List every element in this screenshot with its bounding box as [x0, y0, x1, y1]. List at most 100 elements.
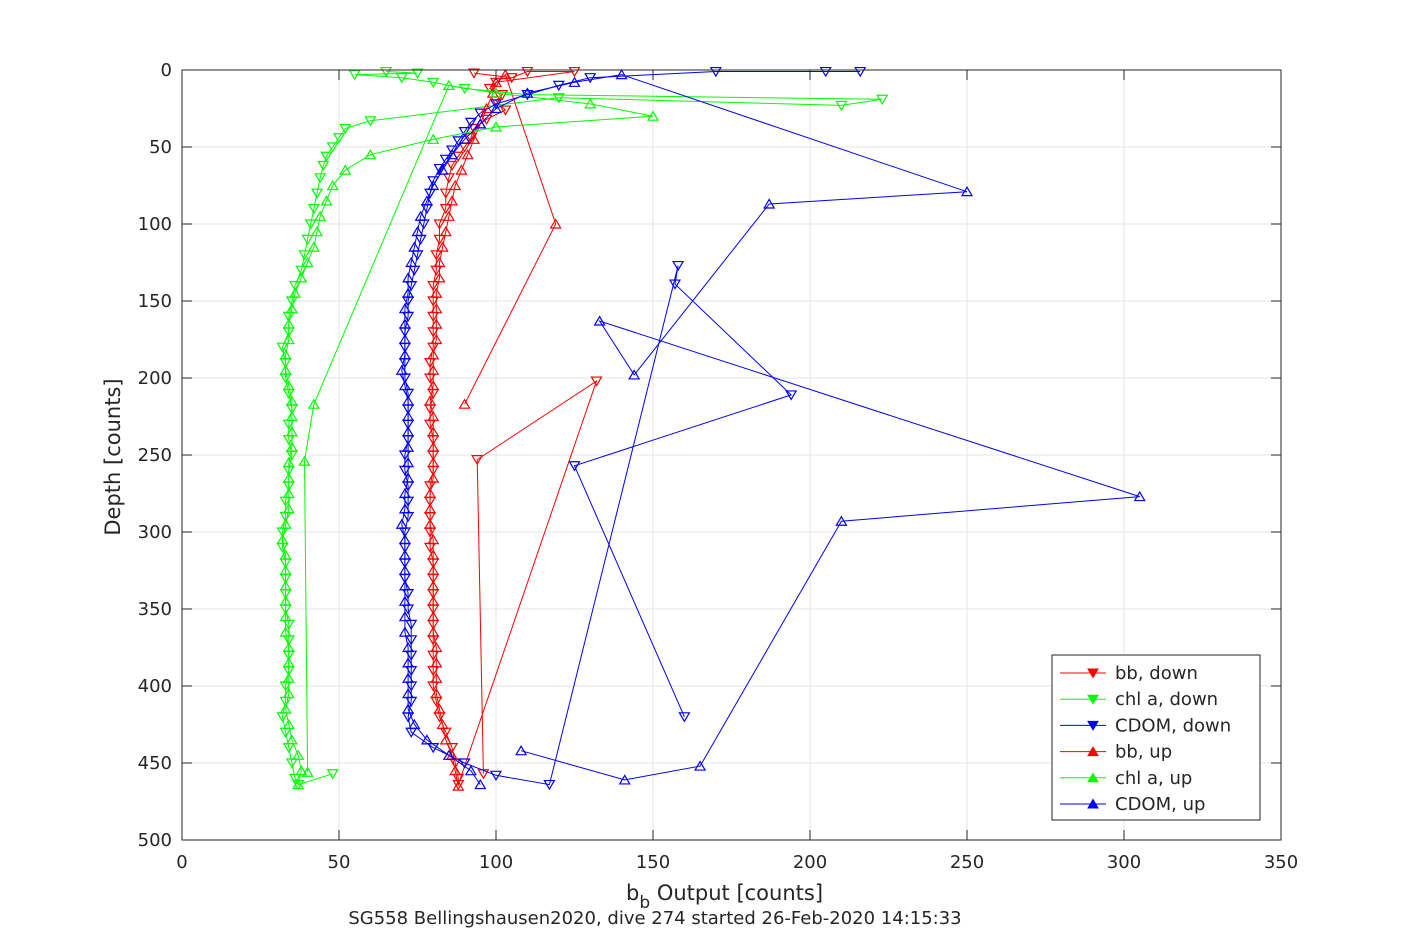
legend-label: bb, up [1115, 742, 1172, 763]
data-point [455, 164, 468, 175]
data-point [430, 318, 443, 329]
data-point [458, 133, 471, 144]
data-point [398, 580, 411, 591]
data-point [763, 198, 776, 209]
data-point [489, 76, 503, 87]
legend-label: chl a, down [1115, 689, 1218, 710]
y-tick-label: 350 [138, 599, 172, 620]
data-point [442, 173, 455, 184]
data-point [439, 226, 452, 237]
data-point [433, 219, 446, 230]
data-point [279, 518, 292, 529]
data-point [285, 758, 298, 769]
data-point [282, 457, 295, 468]
data-point [672, 260, 685, 272]
legend: bb, down chl a, down CDOM, down bb, up chl a… [1051, 654, 1261, 821]
data-point [433, 256, 446, 268]
y-axis: 0 50 100 150 200 250 300 350 400 450 500 [138, 60, 1281, 851]
data-point [876, 94, 889, 105]
data-point [402, 395, 415, 406]
data-point [424, 487, 437, 499]
data-point [402, 410, 415, 422]
x-tick-label: 50 [328, 852, 351, 873]
data-point [279, 549, 292, 560]
x-tick-label: 150 [636, 852, 670, 873]
series-line [401, 74, 1140, 785]
data-point [424, 503, 437, 514]
series-3 [424, 68, 562, 791]
x-tick-label: 300 [1107, 852, 1141, 873]
data-point [474, 108, 487, 119]
data-point [668, 279, 682, 290]
data-point [326, 769, 339, 780]
data-point [427, 534, 440, 545]
data-point [282, 688, 295, 699]
data-point [402, 641, 415, 653]
data-point [442, 749, 455, 760]
data-point [445, 145, 459, 156]
data-point [298, 455, 311, 466]
data-point [568, 76, 581, 87]
data-point [427, 364, 440, 375]
data-point [317, 160, 330, 172]
data-point [584, 73, 597, 84]
data-point [835, 100, 848, 112]
data-point [568, 66, 581, 78]
data-point [332, 133, 346, 144]
data-point [474, 118, 487, 129]
data-point [402, 657, 415, 668]
data-point [402, 703, 415, 714]
data-point [395, 364, 408, 375]
series-4 [276, 79, 660, 790]
legend-box [1051, 654, 1261, 821]
data-point [427, 426, 440, 437]
data-point [398, 318, 411, 329]
data-point [590, 376, 603, 387]
data-point [398, 380, 411, 391]
data-point [398, 595, 411, 606]
data-point [430, 641, 443, 653]
grid [182, 70, 1281, 840]
data-point [282, 657, 295, 668]
data-point [276, 534, 289, 545]
legend-swatch-marker [1087, 772, 1099, 783]
data-point [427, 549, 440, 560]
data-point [471, 455, 484, 466]
legend-swatch-marker [1087, 720, 1099, 731]
data-point [433, 163, 446, 175]
data-point [395, 518, 408, 529]
data-point [543, 779, 556, 791]
x-tick-label: 350 [1264, 852, 1298, 873]
x-tick-label: 100 [479, 852, 513, 873]
data-point [480, 102, 493, 114]
data-point [307, 398, 320, 409]
data-point [310, 226, 324, 237]
data-point [405, 635, 418, 646]
data-point [709, 66, 722, 78]
x-axis: 0 50 100 150 200 250 300 350 [176, 70, 1298, 873]
data-point [430, 657, 443, 668]
data-point [424, 518, 437, 529]
data-point [439, 204, 452, 215]
data-point [285, 303, 298, 314]
data-point [427, 472, 440, 483]
data-point [398, 626, 411, 637]
y-tick-label: 0 [161, 60, 172, 81]
data-point [427, 77, 440, 89]
data-point [298, 250, 311, 261]
y-tick-label: 300 [138, 522, 172, 543]
data-point [279, 626, 292, 637]
data-point [960, 185, 974, 197]
data-point [505, 73, 518, 84]
data-point [430, 672, 443, 683]
legend-label: CDOM, up [1115, 794, 1205, 815]
data-point [439, 188, 452, 199]
data-point [402, 472, 415, 483]
data-point [292, 749, 305, 760]
series-line [429, 73, 557, 787]
data-point [458, 398, 471, 409]
data-point [449, 179, 462, 191]
data-point [320, 195, 333, 206]
data-point [489, 770, 503, 782]
data-point [364, 116, 377, 127]
